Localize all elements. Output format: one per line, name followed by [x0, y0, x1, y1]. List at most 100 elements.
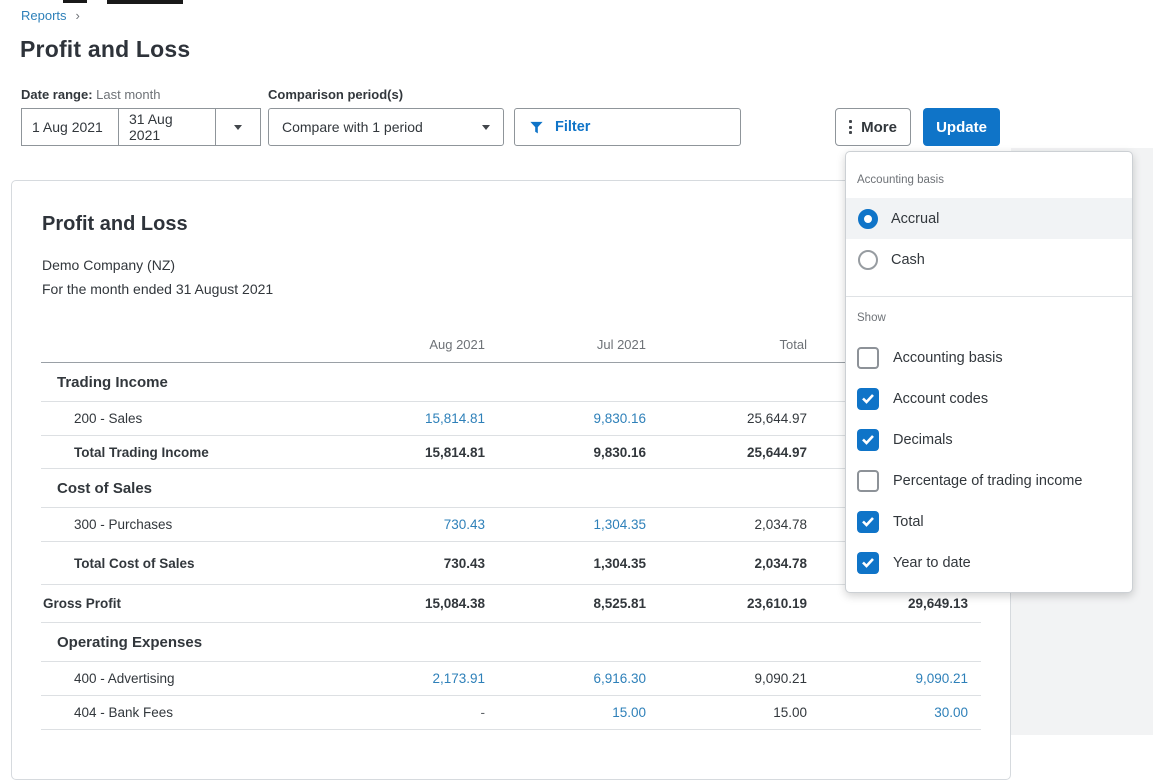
amount-link[interactable]: 730.43 — [443, 517, 485, 532]
amount-link[interactable]: 1,304.35 — [593, 517, 646, 532]
checkbox-unchecked-icon[interactable] — [857, 469, 879, 492]
checkbox-checked-icon[interactable] — [857, 428, 879, 451]
row-label: 200 - Sales — [74, 411, 143, 426]
table-row: 404 - Bank Fees - 15.00 15.00 30.00 — [41, 696, 981, 730]
row-label: Gross Profit — [43, 596, 122, 611]
checkbox-option-year-to-date[interactable]: Year to date — [846, 542, 1132, 583]
breadcrumb-reports-link[interactable]: Reports — [21, 8, 67, 23]
row-label: Total Trading Income — [74, 444, 209, 460]
report-period: For the month ended 31 August 2021 — [42, 281, 274, 297]
checkbox-option-percentage-of-trading-income[interactable]: Percentage of trading income — [846, 460, 1132, 501]
kebab-menu-icon — [849, 120, 853, 134]
row-label: 404 - Bank Fees — [74, 705, 174, 720]
amount-link[interactable]: 2,173.91 — [432, 671, 485, 686]
profit-loss-table: Aug 2021 Jul 2021 Total Trading Income 200 -… — [41, 327, 981, 730]
table-row: 300 - Purchases 730.43 1,304.35 2,034.78 — [41, 508, 981, 542]
date-range-dropdown-button[interactable] — [215, 108, 261, 146]
amount-cell: 15,084.38 — [424, 596, 485, 611]
amount-cell: 25,644.97 — [746, 411, 807, 426]
checkbox-label: Total — [893, 513, 924, 530]
row-label: Operating Expenses — [57, 633, 203, 651]
radio-icon[interactable] — [858, 249, 878, 270]
amount-cell: 2,034.78 — [754, 517, 807, 532]
radio-option-cash[interactable]: Cash — [846, 239, 1132, 280]
amount-cell: 9,090.21 — [754, 671, 807, 686]
checkbox-option-total[interactable]: Total — [846, 501, 1132, 542]
amount-link[interactable]: 30.00 — [934, 705, 968, 720]
checkbox-unchecked-icon[interactable] — [857, 346, 879, 369]
chevron-down-icon — [482, 124, 490, 130]
amount-cell: 15.00 — [773, 705, 807, 720]
table-header-row: Aug 2021 Jul 2021 Total — [41, 327, 981, 363]
show-group-label: Show — [857, 312, 886, 324]
more-label: More — [861, 118, 897, 136]
checkbox-label: Year to date — [893, 554, 971, 571]
table-row: 400 - Advertising 2,173.91 6,916.30 9,090.2… — [41, 662, 981, 696]
row-label: 400 - Advertising — [74, 671, 175, 686]
accounting-basis-group-label: Accounting basis — [857, 174, 944, 186]
table-row: Trading Income — [41, 363, 981, 402]
radio-option-accrual[interactable]: Accrual — [846, 198, 1132, 239]
amount-cell: 9,830.16 — [593, 444, 646, 460]
date-range-group: 1 Aug 2021 31 Aug 2021 — [21, 108, 261, 146]
amount-link[interactable]: 9,830.16 — [593, 411, 646, 426]
checkbox-label: Accounting basis — [893, 349, 1003, 366]
checkbox-checked-icon[interactable] — [857, 510, 879, 533]
comparison-select[interactable]: Compare with 1 period — [268, 108, 504, 146]
screen-artifact — [63, 0, 87, 3]
table-row: 200 - Sales 15,814.81 9,830.16 25,644.97 — [41, 402, 981, 436]
row-label: Trading Income — [57, 373, 168, 391]
comparison-label: Comparison period(s) — [268, 87, 404, 102]
amount-cell: 23,610.19 — [746, 596, 807, 611]
page-title: Profit and Loss — [20, 36, 191, 62]
amount-link[interactable]: 15.00 — [612, 705, 646, 720]
amount-cell: 1,304.35 — [593, 555, 646, 571]
filter-button[interactable]: Filter — [514, 108, 741, 146]
date-start-input[interactable]: 1 Aug 2021 — [21, 108, 119, 146]
amount-cell: 25,644.97 — [746, 444, 807, 460]
report-company: Demo Company (NZ) — [42, 257, 176, 273]
checkbox-label: Account codes — [893, 390, 989, 407]
amount-cell: 2,034.78 — [754, 555, 807, 571]
amount-cell: - — [480, 705, 486, 720]
amount-link[interactable]: 15,814.81 — [424, 411, 485, 426]
row-label: 300 - Purchases — [74, 517, 173, 532]
menu-divider — [846, 296, 1132, 297]
checkbox-checked-icon[interactable] — [857, 551, 879, 574]
column-header: Aug 2021 — [429, 337, 485, 352]
checkbox-option-account-codes[interactable]: Account codes — [846, 378, 1132, 419]
breadcrumb-separator: › — [75, 8, 80, 23]
filter-funnel-icon — [530, 121, 543, 133]
screen-artifact — [107, 0, 183, 4]
more-menu-panel: Accounting basis Accrual Cash Show Accoun… — [845, 151, 1133, 593]
radio-icon[interactable] — [858, 208, 878, 229]
radio-label: Cash — [891, 251, 925, 268]
amount-cell: 730.43 — [443, 555, 485, 571]
row-label: Total Cost of Sales — [74, 555, 195, 571]
date-range-preset: Last month — [96, 87, 161, 102]
table-row: Total Trading Income 15,814.81 9,830.16 25,… — [41, 436, 981, 469]
breadcrumb: Reports › — [21, 8, 80, 23]
report-title: Profit and Loss — [42, 213, 188, 235]
checkbox-checked-icon[interactable] — [857, 387, 879, 410]
column-header: Jul 2021 — [596, 337, 646, 352]
checkbox-label: Percentage of trading income — [893, 472, 1083, 489]
radio-label: Accrual — [891, 210, 940, 227]
table-row: Operating Expenses — [41, 623, 981, 662]
checkbox-option-accounting-basis[interactable]: Accounting basis — [846, 337, 1132, 378]
checkbox-option-decimals[interactable]: Decimals — [846, 419, 1132, 460]
amount-cell: 15,814.81 — [424, 444, 485, 460]
amount-cell: 29,649.13 — [907, 596, 968, 611]
report-card: Profit and Loss Demo Company (NZ) For th… — [11, 180, 1011, 780]
update-button[interactable]: Update — [923, 108, 1000, 146]
column-header: Total — [779, 337, 807, 352]
amount-link[interactable]: 6,916.30 — [593, 671, 646, 686]
table-row: Cost of Sales — [41, 469, 981, 508]
checkbox-label: Decimals — [893, 431, 953, 448]
filter-label: Filter — [555, 119, 591, 135]
chevron-down-icon — [234, 124, 242, 130]
date-end-input[interactable]: 31 Aug 2021 — [118, 108, 216, 146]
amount-link[interactable]: 9,090.21 — [915, 671, 968, 686]
amount-cell: 8,525.81 — [593, 596, 646, 611]
more-button[interactable]: More — [835, 108, 911, 146]
